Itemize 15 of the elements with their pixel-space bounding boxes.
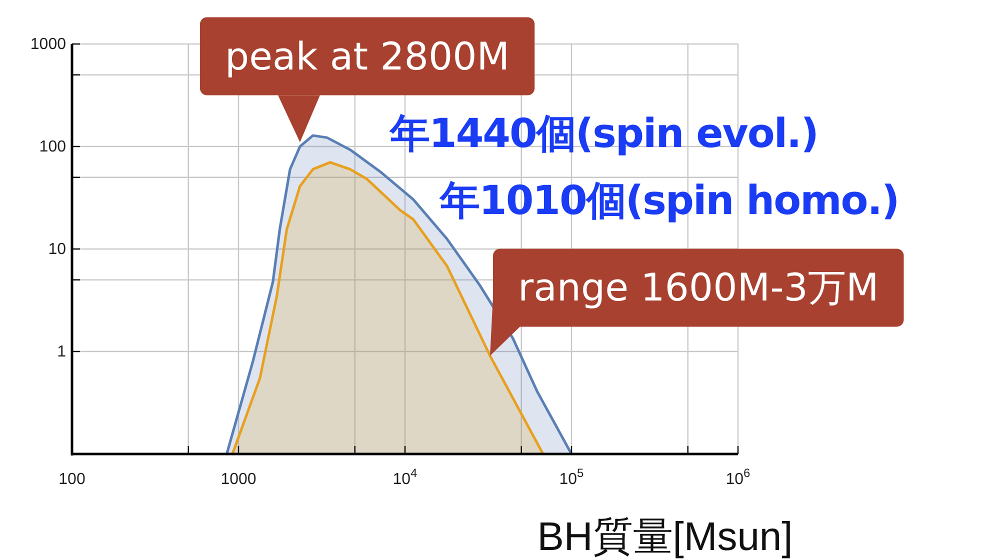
y-tick-label: 10 [48,241,66,258]
x-tick-label: 10$^{5}$ [559,466,584,488]
annotation: peak at 2800M [224,34,510,78]
y-tick-label: 1000 [30,36,66,53]
x-axis-title: BH質量[Msun] [537,515,793,559]
callout: range 1600M-3万M [490,248,904,356]
annotation: 年1440個(spin evol.) [389,111,818,157]
y-tick-label: 1 [57,344,66,360]
annotation: 年1010個(spin homo.) [439,178,899,224]
x-tick-label: 1000 [220,471,256,488]
y-tick-label: 100 [39,138,66,156]
x-tick-label: 10$^{6}$ [726,466,751,488]
x-tick-label: 10$^{4}$ [392,466,418,488]
x-tick-label: 100 [58,471,86,488]
annotation: range 1600M-3万M [518,266,879,310]
